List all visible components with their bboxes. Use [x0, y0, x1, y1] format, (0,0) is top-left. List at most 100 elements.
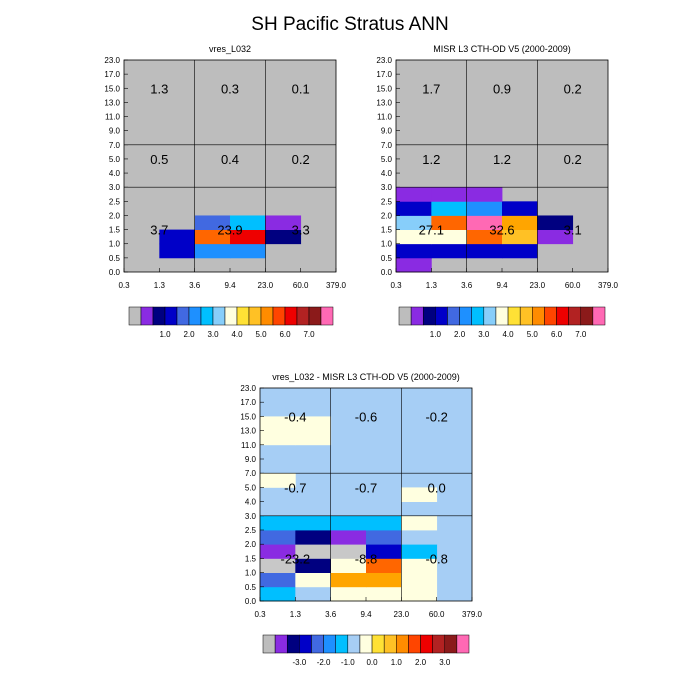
cell-annotation: 0.9	[493, 81, 511, 96]
x-tick-label: 3.6	[325, 610, 337, 619]
colorbar-swatch	[224, 306, 238, 326]
y-tick-label: 3.0	[109, 183, 121, 192]
heatmap-cell	[260, 558, 296, 573]
y-tick-label: 1.0	[245, 569, 257, 578]
heatmap-cell	[260, 473, 296, 488]
heatmap-cell	[295, 586, 332, 602]
y-tick-label: 13.0	[104, 98, 120, 107]
x-tick-label: 9.4	[360, 610, 372, 619]
colorbar-swatch	[408, 634, 421, 654]
y-tick-label: 2.5	[381, 197, 393, 206]
heatmap-cell	[230, 229, 266, 245]
heatmap-cell	[330, 558, 367, 573]
heatmap-cell	[330, 515, 367, 531]
heatmap-cell	[330, 572, 367, 588]
heatmap-cell	[502, 243, 538, 259]
colorbar-swatch	[347, 634, 361, 654]
heatmap-cell	[466, 187, 503, 202]
y-tick-label: 23.0	[104, 56, 120, 65]
colorbar-swatch	[164, 306, 178, 326]
heatmap-cell	[330, 586, 367, 602]
colorbar-swatch	[471, 306, 485, 326]
colorbar-swatch	[311, 634, 324, 654]
colorbar-swatch	[383, 634, 397, 654]
cell-annotation: -8.8	[355, 551, 377, 566]
colorbar-swatch	[299, 634, 312, 654]
y-tick-label: 23.0	[376, 56, 392, 65]
colorbar-label: 3.0	[439, 658, 451, 667]
y-tick-label: 4.0	[381, 169, 393, 178]
y-tick-label: 5.0	[109, 155, 121, 164]
colorbar-swatch	[398, 306, 412, 326]
x-tick-label: 3.6	[189, 281, 201, 290]
y-tick-label: 2.0	[109, 211, 121, 220]
colorbar-swatch	[444, 634, 458, 654]
x-tick-label: 379.0	[326, 281, 347, 290]
colorbar-swatch	[188, 306, 202, 326]
cell-annotation: 0.4	[221, 152, 239, 167]
cell-annotation: -0.4	[284, 409, 306, 424]
colorbar-swatch	[140, 306, 154, 326]
x-tick-label: 23.0	[530, 281, 546, 290]
heatmap-cell	[366, 572, 402, 588]
x-tick-label: 23.0	[258, 281, 274, 290]
y-tick-label: 9.0	[109, 127, 121, 136]
colorbar-swatch	[335, 634, 349, 654]
y-tick-label: 11.0	[241, 441, 257, 450]
colorbar-label: 5.0	[527, 330, 539, 339]
colorbar-label: 3.0	[207, 330, 219, 339]
heatmap-cell	[295, 544, 332, 559]
x-tick-label: 23.0	[394, 610, 410, 619]
panel-title: vres_L032	[209, 44, 251, 54]
x-tick-label: 1.3	[154, 281, 166, 290]
heatmap-cell	[401, 558, 438, 573]
colorbar-label: 2.0	[183, 330, 195, 339]
panel-observation: MISR L3 CTH-OD V5 (2000-2009) 1.7 0.9 0.2 1.…	[376, 44, 618, 339]
heatmap-cell	[366, 544, 402, 559]
y-tick-label: 0.5	[381, 254, 393, 263]
y-tick-label: 0.5	[245, 583, 257, 592]
heatmap-cell	[431, 243, 468, 259]
y-tick-label: 5.0	[381, 155, 393, 164]
colorbar-swatch	[410, 306, 424, 326]
heatmap-cell	[401, 544, 438, 559]
y-tick-label: 13.0	[240, 427, 256, 436]
y-tick-label: 0.0	[245, 597, 257, 606]
cell-annotation: 1.3	[150, 81, 168, 96]
colorbar-swatch	[152, 306, 166, 326]
x-tick-label: 9.4	[224, 281, 236, 290]
colorbar-swatch	[532, 306, 545, 326]
colorbar-label: 7.0	[575, 330, 587, 339]
heatmap-cell	[466, 243, 503, 259]
y-tick-label: 17.0	[104, 70, 120, 79]
heatmap-cell	[502, 215, 538, 230]
x-tick-label: 0.3	[254, 610, 266, 619]
heatmap-cell	[230, 243, 266, 259]
x-tick-label: 9.4	[496, 281, 508, 290]
heatmap-cell	[330, 530, 367, 545]
colorbar-swatch	[483, 306, 497, 326]
colorbar-swatch	[432, 634, 446, 654]
x-tick-label: 379.0	[598, 281, 619, 290]
colorbar-swatch	[592, 306, 606, 326]
heatmap-cell	[366, 515, 402, 531]
x-tick-label: 60.0	[429, 610, 445, 619]
cell-annotation: 1.2	[493, 152, 511, 167]
heatmap-cell	[401, 515, 438, 531]
heatmap-cell	[295, 572, 332, 588]
colorbar-swatch	[176, 306, 190, 326]
colorbar-swatch	[284, 306, 298, 326]
heatmap-cell	[431, 187, 468, 202]
y-tick-label: 4.0	[245, 498, 257, 507]
cell-annotation: 0.1	[292, 81, 310, 96]
y-tick-label: 7.0	[245, 469, 257, 478]
y-tick-label: 1.5	[245, 554, 257, 563]
cell-annotation: -0.7	[355, 480, 377, 495]
y-tick-label: 15.0	[376, 84, 392, 93]
y-tick-label: 4.0	[109, 169, 121, 178]
colorbar-swatch	[323, 634, 336, 654]
colorbar-label: 6.0	[279, 330, 291, 339]
colorbar-swatch	[262, 634, 276, 654]
cell-annotation: 0.2	[292, 152, 310, 167]
colorbar-label: -1.0	[341, 658, 355, 667]
